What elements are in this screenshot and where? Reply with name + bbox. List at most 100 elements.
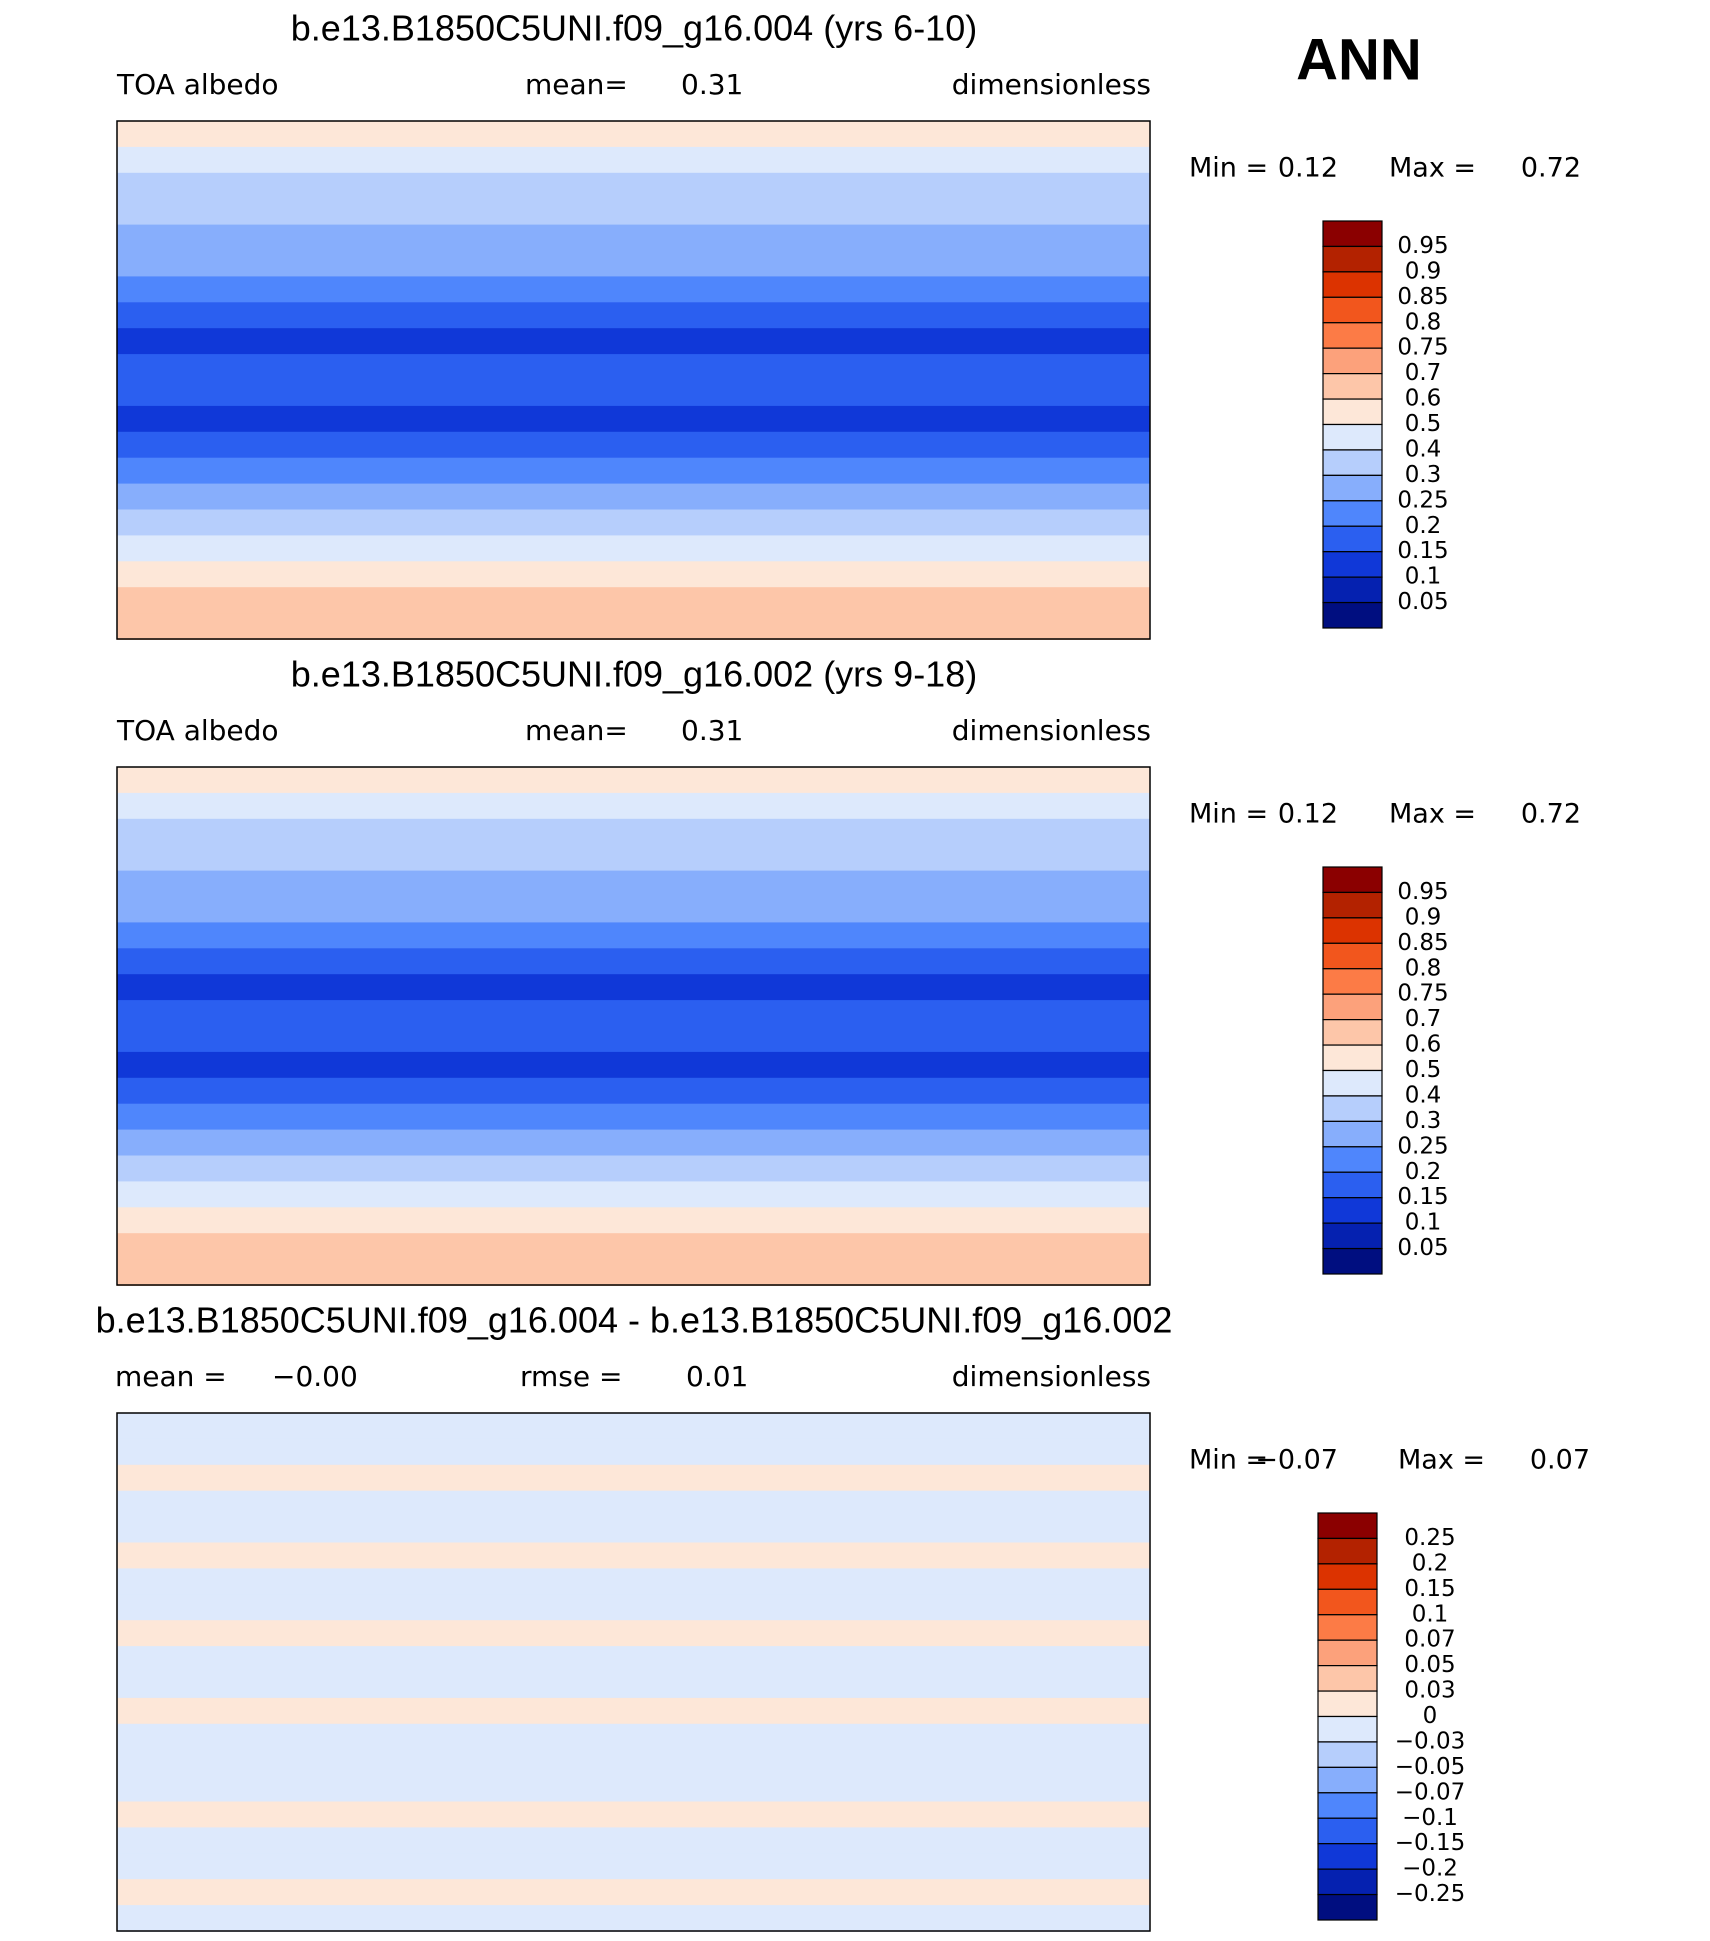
- colorbar-box: [1317, 1893, 1378, 1921]
- map-field: [117, 198, 1150, 226]
- map-field: [117, 974, 1150, 1002]
- map-field: [117, 818, 1150, 846]
- colorbar-box: [1322, 1069, 1383, 1097]
- map-field: [117, 405, 1150, 433]
- stat-label: mean=: [525, 68, 628, 101]
- colorbar-label: −0.15: [1395, 1830, 1465, 1856]
- field-label: TOA albedo: [116, 714, 279, 747]
- map-field: [117, 1259, 1150, 1286]
- colorbar-label: −0.03: [1395, 1728, 1465, 1754]
- map-field: [117, 792, 1150, 820]
- map-field: [117, 613, 1150, 640]
- colorbar-label: 0.95: [1397, 233, 1448, 259]
- stat2-label: rmse =: [520, 1360, 622, 1393]
- map-field: [117, 224, 1150, 252]
- stat2-value: 0.01: [686, 1360, 748, 1393]
- colorbar-label: 0.15: [1397, 538, 1448, 564]
- colorbar-label: 0.07: [1404, 1627, 1455, 1653]
- colorbar-label: −0.25: [1395, 1881, 1465, 1907]
- colorbar-box: [1322, 891, 1383, 919]
- map-field: [117, 1801, 1150, 1829]
- colorbar-label: 0.9: [1405, 258, 1442, 284]
- map-field: [117, 1827, 1150, 1855]
- colorbar-label: 0.85: [1397, 284, 1448, 310]
- colorbar-label: −0.2: [1402, 1856, 1458, 1882]
- map-field: [117, 1438, 1150, 1466]
- map-field: [117, 1853, 1150, 1881]
- max-label: Max =: [1389, 153, 1476, 184]
- colorbar-label: 0.25: [1397, 1133, 1448, 1159]
- map-frame: [116, 120, 1151, 640]
- colorbar-label: 0.8: [1405, 309, 1442, 335]
- max-value: 0.72: [1521, 153, 1581, 184]
- map-field: [117, 844, 1150, 872]
- map-field: [117, 380, 1150, 407]
- colorbar-box: [1317, 1690, 1378, 1718]
- map-field: [117, 1594, 1150, 1622]
- colorbar-box: [1317, 1588, 1378, 1616]
- colorbar-label: 0.15: [1397, 1184, 1448, 1210]
- map-field: [117, 896, 1150, 924]
- max-label: Max =: [1398, 1445, 1485, 1476]
- colorbar-box: [1322, 968, 1383, 995]
- colorbar-box: [1317, 1715, 1378, 1743]
- max-value: 0.72: [1521, 799, 1581, 830]
- colorbar-box: [1317, 1665, 1378, 1692]
- map-field: [117, 1516, 1150, 1544]
- colorbar-label: 0.1: [1412, 1601, 1449, 1627]
- colorbar-label: 0.75: [1397, 335, 1448, 361]
- colorbar-box: [1322, 942, 1383, 970]
- colorbar-label: 0.7: [1405, 1006, 1442, 1032]
- colorbar-label: 0.4: [1405, 436, 1442, 462]
- map-field: [117, 509, 1150, 537]
- colorbar-box: [1322, 474, 1383, 502]
- colorbar-box: [1322, 500, 1383, 527]
- colorbar-label: 0.4: [1405, 1082, 1442, 1108]
- colorbar-label: 0.25: [1397, 487, 1448, 513]
- colorbar-box: [1317, 1843, 1378, 1870]
- map-field: [117, 354, 1150, 381]
- units: dimensionless: [952, 1360, 1151, 1393]
- map-field: [117, 121, 1150, 148]
- colorbar-label: 0.9: [1405, 904, 1442, 930]
- panel-title: b.e13.B1850C5UNI.f09_g16.004 (yrs 6-10): [291, 8, 977, 49]
- colorbar-label: −0.07: [1395, 1779, 1465, 1805]
- colorbar-box: [1322, 525, 1383, 553]
- map-field: [117, 1723, 1150, 1751]
- colorbar-box: [1317, 1563, 1378, 1590]
- colorbar-label: 0.3: [1405, 1108, 1442, 1134]
- max-label: Max =: [1389, 799, 1476, 830]
- colorbar-label: 0.2: [1405, 1159, 1442, 1185]
- colorbar-label: 0.85: [1397, 930, 1448, 956]
- map-field: [117, 483, 1150, 511]
- colorbar-label: 0.95: [1397, 879, 1448, 905]
- stat-label: mean=: [525, 714, 628, 747]
- map-field: [117, 1155, 1150, 1183]
- stat-value: 0.31: [681, 714, 743, 747]
- colorbar-box: [1322, 917, 1383, 944]
- map-field: [117, 1207, 1150, 1235]
- map-field: [117, 535, 1150, 563]
- colorbar-box: [1322, 1247, 1383, 1275]
- colorbar-box: [1322, 1019, 1383, 1046]
- colorbar-label: 0.15: [1404, 1576, 1455, 1602]
- colorbar-box: [1322, 271, 1383, 298]
- map-field: [117, 250, 1150, 278]
- map-frame: [116, 766, 1151, 1286]
- colorbar-label: 0.2: [1412, 1550, 1449, 1576]
- map-field: [117, 948, 1150, 976]
- max-value: 0.07: [1530, 1445, 1590, 1476]
- colorbar-box: [1322, 993, 1383, 1021]
- map-field: [117, 1879, 1150, 1907]
- min-value: 0.12: [1278, 153, 1338, 184]
- colorbar-label: 0.3: [1405, 462, 1442, 488]
- map-field: [117, 1620, 1150, 1648]
- colorbar-label: 0.25: [1404, 1525, 1455, 1551]
- map-field: [117, 276, 1150, 304]
- map-field: [117, 1646, 1150, 1673]
- colorbar-label: 0.1: [1405, 564, 1442, 590]
- colorbar-box: [1322, 576, 1383, 604]
- map-field: [117, 1697, 1150, 1725]
- field-label: TOA albedo: [116, 68, 279, 101]
